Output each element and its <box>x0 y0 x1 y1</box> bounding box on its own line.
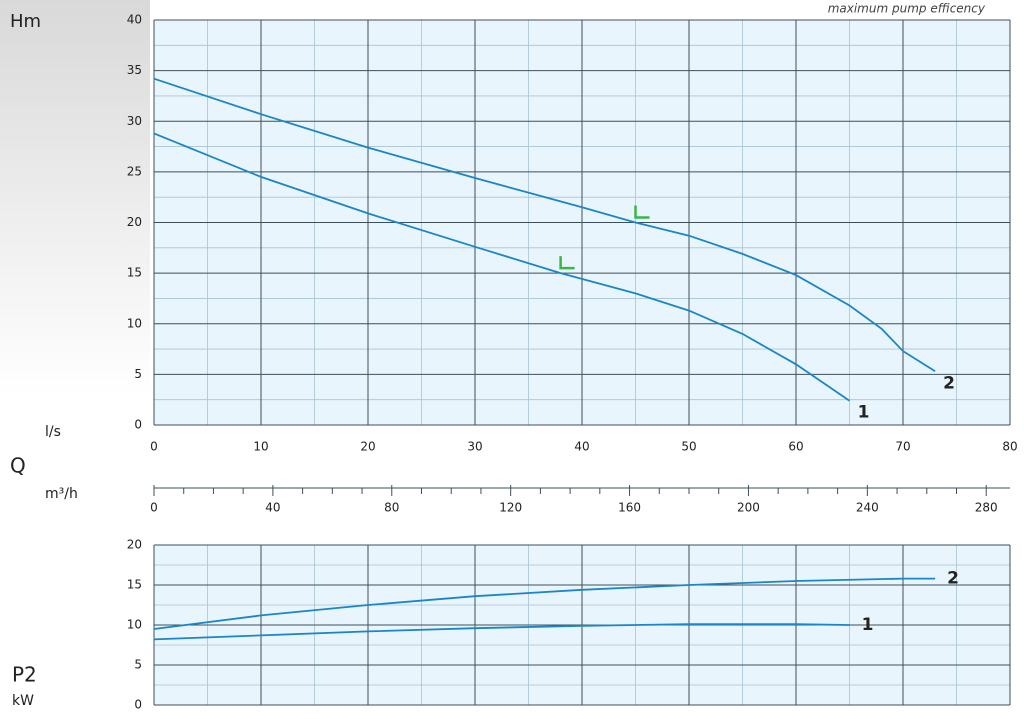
y-axis-unit: kW <box>12 693 34 709</box>
x-tick-label: 160 <box>618 501 641 515</box>
x-tick-label: 0 <box>150 440 158 454</box>
x-tick-label: 60 <box>788 440 803 454</box>
series-line <box>153 623 850 641</box>
x-tick-label: 30 <box>467 440 482 454</box>
y-tick-label: 20 <box>127 215 142 229</box>
y-tick-label: 15 <box>127 578 142 592</box>
x-tick-label: 80 <box>384 501 399 515</box>
x-axis-label: m³/h <box>45 486 78 502</box>
x-tick-label: 80 <box>1002 440 1017 454</box>
x-tick-label: 120 <box>499 501 522 515</box>
y-tick-label: 5 <box>134 367 142 381</box>
x-tick-label: 50 <box>681 440 696 454</box>
y-tick-label: 40 <box>127 13 142 27</box>
series-line <box>153 577 936 630</box>
x-tick-label: 70 <box>895 440 910 454</box>
x-tick-label: 10 <box>253 440 268 454</box>
x-tick-label: 40 <box>265 501 280 515</box>
x-tick-label: 20 <box>360 440 375 454</box>
y-tick-label: 25 <box>127 164 142 178</box>
quantity-label: Q <box>10 454 26 478</box>
series-label: 2 <box>943 373 955 393</box>
y-tick-label: 15 <box>127 266 142 280</box>
annotation: maximum pump efficency <box>828 2 986 16</box>
x-tick-label: 200 <box>737 501 760 515</box>
x-tick-label: 280 <box>975 501 998 515</box>
x-tick-label: 240 <box>856 501 879 515</box>
x-axis-label: l/s <box>45 424 61 440</box>
y-tick-label: 35 <box>127 63 142 77</box>
y-tick-label: 20 <box>127 538 142 552</box>
efficiency-marker <box>634 205 650 219</box>
x-tick-label: 0 <box>150 501 158 515</box>
series-line <box>153 77 936 373</box>
series-label: 1 <box>858 403 870 423</box>
y-tick-label: 0 <box>134 418 142 432</box>
background <box>0 0 150 719</box>
efficiency-marker <box>559 256 575 270</box>
series-label: 1 <box>862 615 874 635</box>
y-tick-label: 10 <box>127 316 142 330</box>
y-tick-label: 5 <box>134 658 142 672</box>
series-line <box>153 132 851 402</box>
x-tick-label: 40 <box>574 440 589 454</box>
y-tick-label: 30 <box>127 114 142 128</box>
y-tick-label: 10 <box>127 618 142 632</box>
y-axis-label: Hm <box>10 11 41 32</box>
series-label: 2 <box>947 569 959 589</box>
y-axis-label: P2 <box>12 663 37 687</box>
y-tick-label: 0 <box>134 698 142 712</box>
